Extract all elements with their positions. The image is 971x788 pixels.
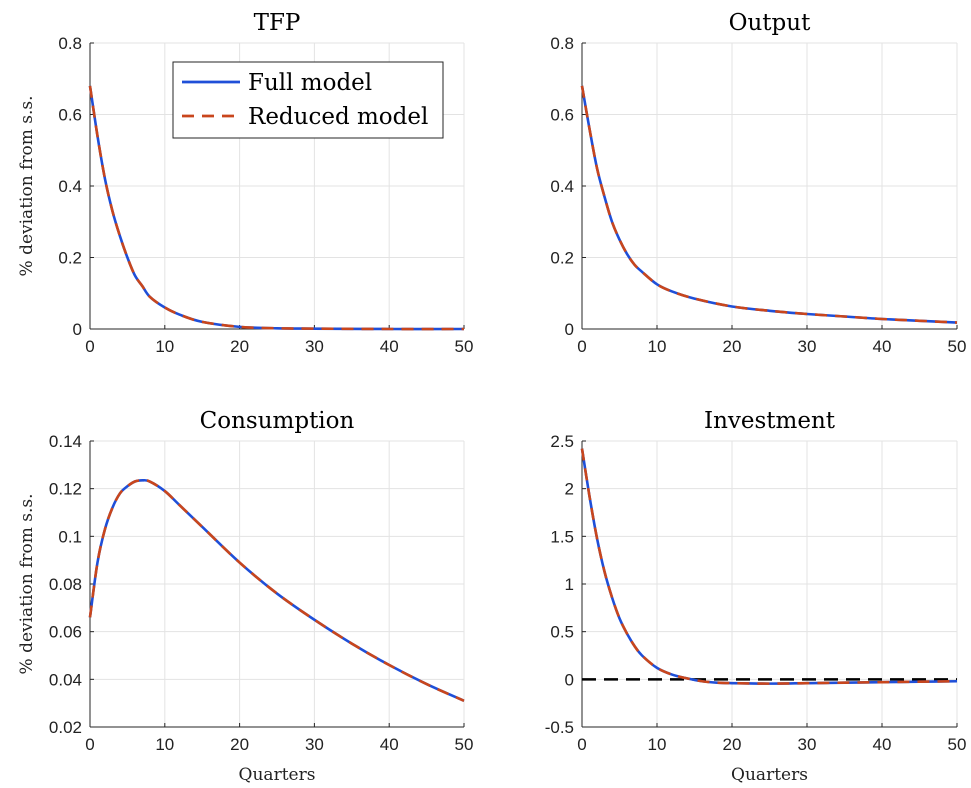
series-line-reduced-model [580, 85, 958, 324]
y-tick-label: 0.06 [49, 623, 82, 642]
x-tick-label: 20 [230, 735, 249, 754]
y-tick-label: -0.5 [545, 718, 574, 737]
series-line-reduced-model [88, 85, 465, 331]
x-tick-label: 10 [648, 337, 667, 356]
x-tick-label: 20 [230, 337, 249, 356]
series-line-reduced-model [88, 478, 465, 702]
y-tick-label: 0 [73, 320, 82, 339]
legend: Full model Reduced model [172, 61, 444, 139]
y-tick-label: 0.2 [58, 249, 82, 268]
x-tick-label: 40 [380, 337, 399, 356]
y-tick-label: 0.4 [550, 177, 574, 196]
x-tick-label: 40 [873, 337, 892, 356]
subplot-title: TFP [254, 10, 301, 36]
y-axis-label: % deviation from s.s. [17, 96, 37, 277]
x-tick-label: 0 [85, 735, 94, 754]
x-axis-label: Quarters [731, 765, 808, 785]
x-tick-label: 40 [873, 735, 892, 754]
subplot-title: Consumption [200, 408, 355, 434]
legend-label: Full model [248, 70, 372, 96]
y-tick-label: 0.6 [58, 106, 82, 125]
x-tick-label: 20 [723, 337, 742, 356]
y-tick-label: 0.5 [550, 623, 574, 642]
y-tick-label: 0.12 [49, 480, 82, 499]
y-tick-label: 0.8 [550, 34, 574, 53]
subplot-title: Investment [704, 408, 836, 434]
y-tick-label: 0 [565, 670, 574, 689]
x-tick-label: 0 [577, 735, 586, 754]
x-tick-label: 30 [798, 735, 817, 754]
y-tick-label: 0.04 [49, 670, 82, 689]
x-tick-label: 0 [577, 337, 586, 356]
series-line-full-model [580, 448, 958, 685]
x-tick-label: 50 [455, 337, 474, 356]
x-tick-label: 40 [380, 735, 399, 754]
x-axis-label: Quarters [239, 765, 316, 785]
y-tick-label: 0 [565, 320, 574, 339]
subplot-title: Output [729, 10, 811, 36]
x-tick-label: 30 [305, 735, 324, 754]
x-tick-label: 50 [948, 337, 967, 356]
x-tick-label: 0 [85, 337, 94, 356]
y-tick-label: 0.2 [550, 249, 574, 268]
subplot-investment: 0 10 20 30 40 50-0.500.511.522.5InvestmentQua… [545, 408, 967, 785]
y-tick-label: 2 [565, 480, 574, 499]
subplot-output: 0 10 20 30 40 50 0 0.2 0.4 0.6 0.8 Output [550, 10, 966, 356]
y-tick-label: 0.1 [58, 527, 82, 546]
y-tick-label: 1 [565, 575, 574, 594]
x-tick-label: 30 [798, 337, 817, 356]
legend-label: Reduced model [248, 104, 428, 130]
x-tick-label: 20 [723, 735, 742, 754]
y-tick-label: 0.02 [49, 718, 82, 737]
legend-box [172, 61, 444, 139]
y-axis-label: % deviation from s.s. [17, 494, 37, 675]
x-tick-label: 50 [948, 735, 967, 754]
y-tick-label: 0.6 [550, 106, 574, 125]
y-tick-label: 0.4 [58, 177, 82, 196]
y-tick-label: 0.14 [49, 432, 82, 451]
x-tick-label: 10 [648, 735, 667, 754]
x-tick-label: 50 [455, 735, 474, 754]
y-tick-label: 2.5 [550, 432, 574, 451]
y-tick-label: 0.8 [58, 34, 82, 53]
x-tick-label: 30 [305, 337, 324, 356]
y-tick-label: 1.5 [550, 527, 574, 546]
subplot-consumption: 0 10 20 30 40 50 0.02 0.04 0.06 0.08 0.1 0.12 0.14 Co… [17, 408, 473, 785]
x-tick-label: 10 [155, 337, 174, 356]
y-tick-label: 0.08 [49, 575, 82, 594]
x-tick-label: 10 [155, 735, 174, 754]
